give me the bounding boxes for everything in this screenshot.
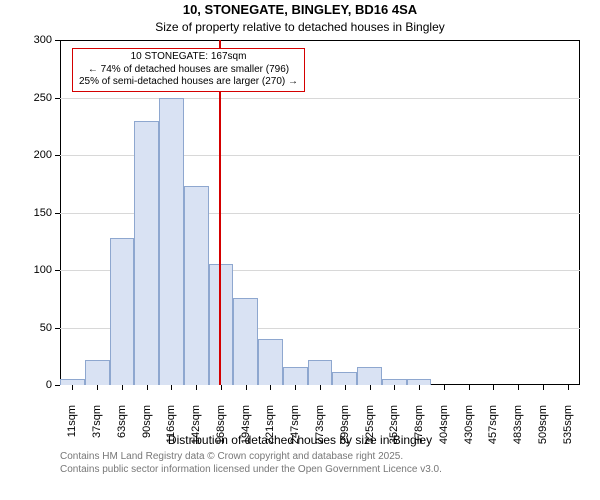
y-tick-label: 0 <box>22 379 52 391</box>
x-tick-label: 273sqm <box>314 405 326 455</box>
y-tick <box>55 98 60 99</box>
x-tick-label: 142sqm <box>190 405 202 455</box>
x-tick-label: 221sqm <box>264 405 276 455</box>
marker-line <box>219 40 221 385</box>
x-tick <box>72 385 73 390</box>
x-tick-label: 535sqm <box>562 405 574 455</box>
y-tick-label: 50 <box>22 322 52 334</box>
footnote-line: Contains public sector information licen… <box>60 464 442 477</box>
x-tick-label: 168sqm <box>215 405 227 455</box>
x-tick-label: 90sqm <box>141 405 153 455</box>
y-tick-label: 300 <box>22 34 52 46</box>
x-tick <box>345 385 346 390</box>
annotation-line: 10 STONEGATE: 167sqm <box>79 51 298 64</box>
y-tick-label: 250 <box>22 92 52 104</box>
y-tick <box>55 270 60 271</box>
x-tick-label: 325sqm <box>364 405 376 455</box>
x-tick-label: 457sqm <box>487 405 499 455</box>
grid-line <box>60 98 580 99</box>
histogram-bar <box>283 367 308 385</box>
x-tick <box>568 385 569 390</box>
x-tick-label: 37sqm <box>91 405 103 455</box>
histogram-bar <box>159 98 184 386</box>
y-tick-label: 100 <box>22 264 52 276</box>
x-tick <box>444 385 445 390</box>
x-tick-label: 116sqm <box>165 405 177 455</box>
x-tick-label: 483sqm <box>512 405 524 455</box>
x-tick <box>469 385 470 390</box>
histogram-bar <box>258 339 283 385</box>
page-subtitle: Size of property relative to detached ho… <box>0 20 600 34</box>
x-tick <box>419 385 420 390</box>
annotation-line: ← 74% of detached houses are smaller (79… <box>79 64 298 77</box>
histogram-bar <box>308 360 333 385</box>
page-title: 10, STONEGATE, BINGLEY, BD16 4SA <box>0 2 600 17</box>
x-tick-label: 63sqm <box>116 405 128 455</box>
annotation-box: 10 STONEGATE: 167sqm← 74% of detached ho… <box>72 48 305 92</box>
x-tick-label: 378sqm <box>413 405 425 455</box>
y-tick <box>55 155 60 156</box>
x-tick-label: 247sqm <box>289 405 301 455</box>
x-tick-label: 430sqm <box>463 405 475 455</box>
histogram-bar <box>332 372 357 385</box>
y-tick <box>55 213 60 214</box>
x-tick <box>196 385 197 390</box>
histogram-bar <box>134 121 159 386</box>
histogram-bar <box>357 367 382 385</box>
x-tick <box>246 385 247 390</box>
x-tick <box>295 385 296 390</box>
x-tick <box>122 385 123 390</box>
y-tick <box>55 328 60 329</box>
plot-area <box>60 40 580 385</box>
y-tick <box>55 385 60 386</box>
histogram-bar <box>85 360 110 385</box>
x-tick <box>518 385 519 390</box>
y-tick <box>55 40 60 41</box>
x-tick <box>147 385 148 390</box>
annotation-line: 25% of semi-detached houses are larger (… <box>79 76 298 89</box>
plot-border <box>60 40 580 41</box>
x-tick-label: 299sqm <box>339 405 351 455</box>
footnote: Contains HM Land Registry data © Crown c… <box>60 451 442 476</box>
x-tick-label: 11sqm <box>66 405 78 455</box>
x-tick <box>394 385 395 390</box>
x-tick <box>320 385 321 390</box>
x-tick <box>270 385 271 390</box>
x-tick-label: 194sqm <box>240 405 252 455</box>
x-tick <box>171 385 172 390</box>
histogram-bar <box>110 238 135 385</box>
x-tick <box>493 385 494 390</box>
y-tick-label: 150 <box>22 207 52 219</box>
x-tick <box>543 385 544 390</box>
y-tick-label: 200 <box>22 149 52 161</box>
x-tick <box>370 385 371 390</box>
x-tick <box>221 385 222 390</box>
x-tick-label: 352sqm <box>388 405 400 455</box>
histogram-bar <box>184 186 209 385</box>
histogram-bar <box>233 298 258 385</box>
x-tick <box>97 385 98 390</box>
x-tick-label: 509sqm <box>537 405 549 455</box>
x-tick-label: 404sqm <box>438 405 450 455</box>
